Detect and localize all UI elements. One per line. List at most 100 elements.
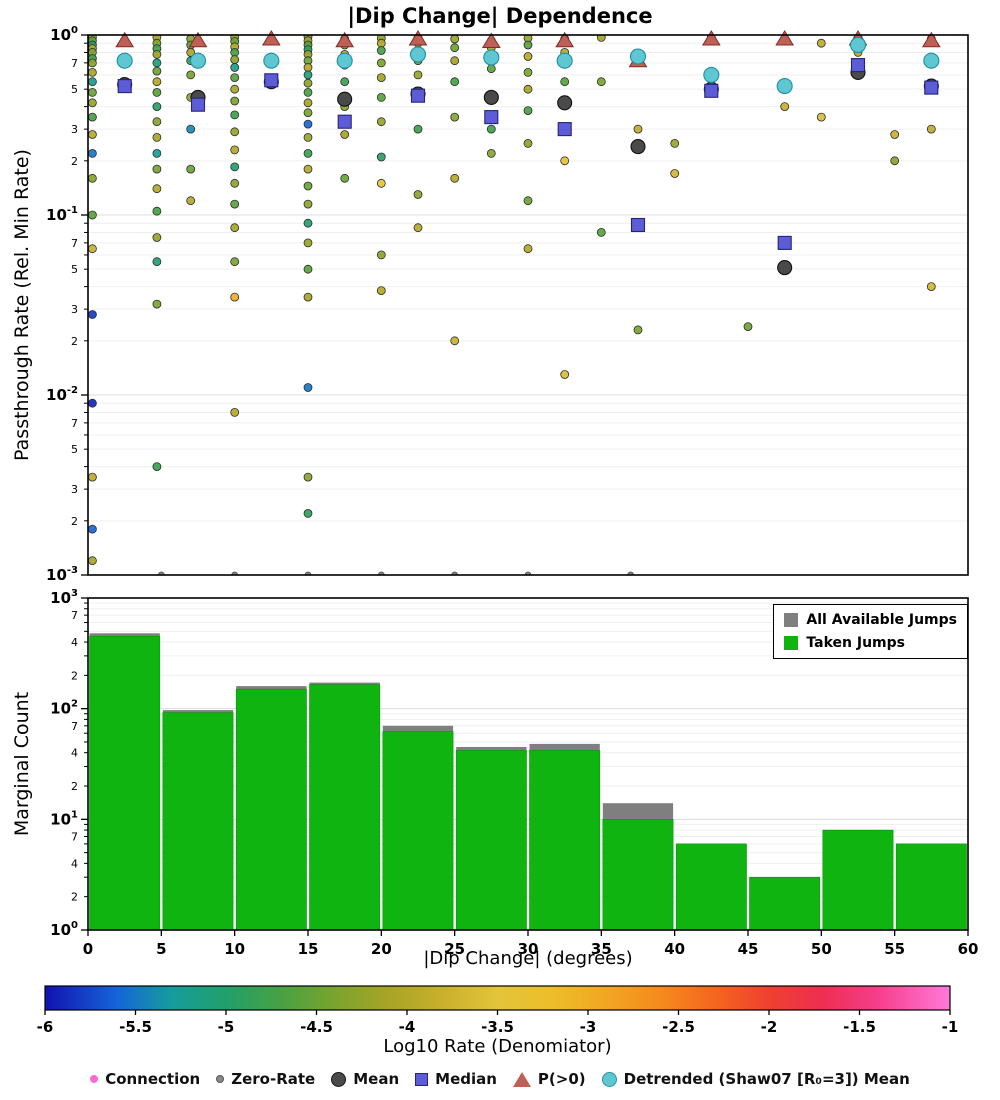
- connection-point: [523, 244, 533, 254]
- connection-point: [340, 77, 350, 87]
- connection-point: [186, 196, 196, 206]
- connection-point: [303, 108, 313, 118]
- median-marker: [850, 58, 866, 73]
- connection-point: [303, 98, 313, 108]
- connection-point: [376, 178, 386, 188]
- connection-point: [376, 46, 386, 55]
- connection-points-group: [88, 35, 936, 575]
- p-gt0-marker: [921, 31, 941, 48]
- bar-taken-jumps: [602, 818, 674, 931]
- connection-point: [186, 164, 196, 174]
- detrended-marker: [629, 48, 647, 65]
- bar-taken-jumps: [822, 829, 894, 931]
- median-marker: [264, 73, 279, 88]
- bar-taken-jumps: [455, 750, 527, 931]
- connection-point: [303, 132, 313, 142]
- connection-point: [88, 310, 97, 319]
- y-minor-tick-label: 4: [71, 636, 78, 649]
- connection-point: [230, 223, 240, 233]
- connection-point: [230, 292, 240, 302]
- x-tick-label: 30: [518, 940, 539, 958]
- connection-point: [88, 398, 97, 408]
- connection-point: [560, 370, 570, 379]
- connection-point: [88, 77, 97, 87]
- connection-point: [303, 78, 313, 88]
- connection-point: [152, 58, 162, 68]
- connection-point: [523, 52, 533, 61]
- connection-point: [303, 119, 313, 129]
- connection-point: [890, 130, 900, 139]
- detrended-marker: [409, 46, 427, 63]
- histogram-legend: All Available Jumps Taken Jumps: [773, 604, 968, 659]
- y-minor-tick-label: 3: [71, 303, 78, 316]
- legend-row-all-available: All Available Jumps: [784, 612, 957, 628]
- connection-point: [88, 58, 97, 68]
- y-minor-tick-label: 5: [71, 443, 78, 456]
- legend-label: P(>0): [537, 1070, 586, 1088]
- connection-point: [816, 38, 826, 48]
- connection-point: [450, 56, 460, 66]
- x-tick-label: 15: [298, 940, 319, 958]
- connection-point: [450, 43, 460, 53]
- connection-point: [230, 55, 240, 64]
- y-minor-tick-label: 7: [71, 609, 78, 622]
- connection-point: [303, 199, 313, 209]
- connection-point: [303, 148, 313, 158]
- x-tick-label: 40: [664, 940, 685, 958]
- connection-point: [152, 184, 162, 194]
- median-marker: [924, 80, 939, 95]
- x-tick-label: 35: [591, 940, 612, 958]
- bar-taken-jumps: [309, 684, 381, 931]
- connection-point: [523, 106, 533, 115]
- legend-label: Median: [435, 1070, 497, 1088]
- connection-point: [303, 509, 313, 518]
- connection-point: [152, 462, 162, 472]
- legend-label: Detrended (Shaw07 [R₀=3]) Mean: [623, 1070, 910, 1088]
- colorbar-tick-label: -1.5: [843, 1018, 876, 1036]
- mean-marker: [630, 139, 646, 155]
- y-minor-tick-label: 2: [71, 669, 78, 682]
- y-tick-label: 103: [50, 588, 78, 607]
- connection-point: [376, 152, 386, 162]
- connection-point: [230, 127, 240, 137]
- connection-point: [152, 233, 162, 242]
- colorbar-tick-label: -4: [399, 1018, 416, 1036]
- connection-point: [230, 145, 240, 155]
- chart-title: |Dip Change| Dependence: [347, 4, 653, 28]
- connection-point: [88, 556, 97, 566]
- connection-point: [152, 257, 162, 267]
- connection-point: [926, 124, 936, 134]
- connection-point: [486, 124, 496, 134]
- colorbar-gradient: [44, 985, 951, 1011]
- connection-point: [523, 40, 533, 50]
- connection-point: [152, 88, 162, 97]
- mean-marker: [557, 95, 573, 111]
- bar-taken-jumps: [749, 876, 821, 931]
- y-minor-tick-label: 7: [71, 720, 78, 733]
- y-minor-tick-label: 2: [71, 155, 78, 168]
- connection-point: [186, 70, 196, 80]
- connection-point: [376, 286, 386, 296]
- connection-point: [230, 257, 240, 267]
- x-axis-label: |Dip Change| (degrees): [423, 948, 633, 969]
- connection-point: [152, 102, 162, 111]
- bar-taken-jumps: [89, 636, 161, 931]
- legend-row-taken: Taken Jumps: [784, 635, 957, 651]
- mean-marker: [483, 89, 499, 105]
- connection-point: [88, 88, 97, 97]
- connection-dot-icon: [90, 1075, 99, 1083]
- detrended-marker: [556, 52, 573, 69]
- connection-point: [890, 156, 900, 166]
- bar-taken-jumps: [382, 731, 454, 931]
- median-marker: [117, 79, 132, 94]
- y-minor-tick-label: 4: [71, 747, 78, 760]
- median-marker: [557, 122, 572, 137]
- connection-point: [88, 68, 97, 77]
- median-marker: [410, 88, 426, 103]
- connection-point: [152, 206, 162, 216]
- y-minor-tick-label: 4: [71, 857, 78, 870]
- colorbar-tick-label: -2: [761, 1018, 778, 1036]
- y-minor-tick-label: 7: [71, 417, 78, 430]
- detrended-marker: [849, 36, 867, 54]
- mean-marker: [337, 91, 353, 107]
